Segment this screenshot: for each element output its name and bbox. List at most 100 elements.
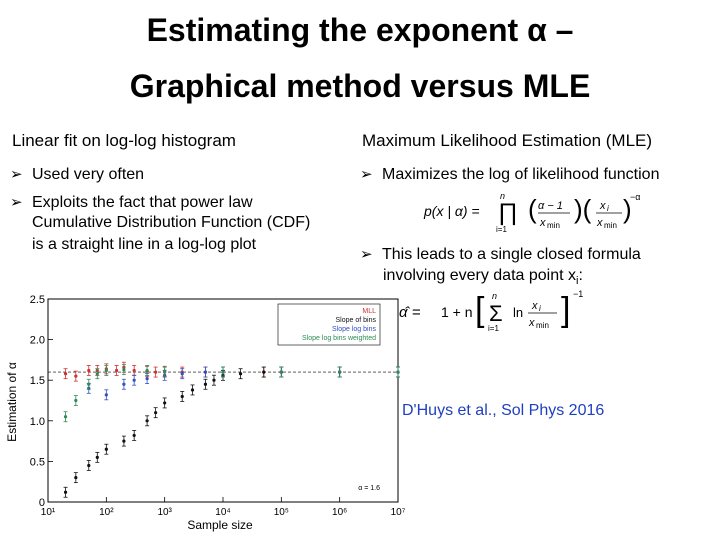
svg-text:1 + n: 1 + n	[441, 304, 473, 320]
data-point	[73, 395, 78, 406]
svg-text:): )	[623, 194, 632, 224]
data-point	[261, 366, 266, 378]
svg-text:α − 1: α − 1	[538, 200, 563, 212]
svg-text:−α: −α	[630, 192, 640, 202]
data-point	[132, 374, 137, 386]
data-point	[221, 366, 225, 378]
data-point	[86, 378, 91, 390]
y-tick-label: 2.5	[30, 294, 45, 306]
data-point	[121, 435, 126, 447]
data-point	[238, 368, 243, 380]
arrow-bullet-icon: ➢	[10, 166, 23, 183]
svg-text:i: i	[607, 204, 609, 213]
data-point	[162, 397, 167, 409]
svg-text:x: x	[528, 317, 535, 329]
x-tick-label: 10²	[99, 507, 114, 518]
data-point	[190, 384, 195, 396]
svg-text:(: (	[528, 194, 537, 224]
y-tick-label: 1.0	[30, 416, 45, 428]
legend-box	[277, 303, 381, 346]
data-point	[337, 366, 342, 378]
svg-text:x: x	[531, 300, 538, 312]
data-point	[95, 451, 100, 463]
arrow-bullet-icon: ➢	[360, 166, 373, 183]
data-point	[95, 368, 100, 380]
svg-text:n: n	[492, 291, 497, 301]
data-point	[121, 364, 126, 376]
legend-entry-slope-bins: Slope of bins	[336, 317, 377, 324]
data-point	[132, 430, 137, 441]
svg-text:x: x	[539, 217, 546, 229]
right-bullet-2-line2: involving every data point xi:	[383, 267, 583, 288]
svg-text:ln: ln	[513, 305, 523, 320]
data-point	[180, 391, 185, 402]
right-bullet-2: ➢ This leads to a single closed formula	[360, 246, 641, 263]
data-point	[121, 378, 126, 390]
x-tick-label: 10³	[157, 507, 172, 518]
x-tick-label: 10⁴	[215, 507, 230, 518]
left-bullet-2-line2: Cumulative Distribution Function (CDF)	[32, 214, 311, 231]
x-tick-label: 10⁵	[274, 507, 289, 518]
y-axis-label: Estimation of α	[5, 362, 19, 442]
svg-text:i=1: i=1	[488, 324, 499, 333]
left-bullet-2: ➢ Exploits the fact that power law	[10, 194, 253, 211]
y-tick-label: 2.0	[30, 335, 45, 347]
data-point	[153, 366, 158, 378]
left-column-heading: Linear fit on log-log histogram	[12, 131, 236, 150]
legend-entry-slope-log-bins: Slope log bins	[332, 326, 376, 333]
data-point	[73, 472, 78, 484]
svg-text:min: min	[536, 321, 549, 330]
data-point	[211, 374, 216, 386]
svg-text:α̂ =: α̂ =	[399, 304, 421, 321]
svg-text:Σ: Σ	[489, 301, 503, 326]
data-point	[145, 365, 150, 376]
data-point	[73, 370, 78, 382]
svg-text:i=1: i=1	[496, 225, 507, 234]
data-point	[104, 443, 109, 455]
slide-title-line1: Estimating the exponent α –	[146, 12, 574, 48]
data-point	[114, 365, 119, 376]
data-point	[63, 411, 68, 423]
y-tick-label: 0.5	[30, 456, 45, 468]
data-point	[145, 415, 150, 427]
data-point	[396, 366, 400, 378]
svg-text:x: x	[596, 217, 603, 229]
slide-title-line2: Graphical method versus MLE	[129, 68, 591, 104]
data-point	[162, 365, 167, 377]
svg-text:x: x	[599, 200, 606, 212]
x-axis-label: Sample size	[187, 518, 253, 532]
data-point	[104, 365, 109, 376]
left-bullet-2-line3: is a straight line in a log-log plot	[32, 236, 257, 253]
svg-text:[: [	[475, 291, 485, 329]
y-tick-label: 0	[39, 497, 45, 509]
svg-text:min: min	[547, 221, 560, 230]
svg-text:∏: ∏	[498, 199, 518, 226]
svg-text:i: i	[539, 304, 541, 313]
data-point	[104, 389, 109, 401]
svg-text:)(: )(	[574, 194, 592, 224]
x-tick-label: 10⁷	[391, 507, 405, 518]
svg-text:min: min	[604, 221, 617, 230]
data-point	[63, 486, 68, 498]
data-point	[86, 460, 91, 471]
svg-text:p(x | α) =: p(x | α) =	[423, 203, 480, 219]
reference-citation: D'Huys et al., Sol Phys 2016	[402, 402, 605, 419]
right-bullet-1: ➢ Maximizes the log of likelihood functio…	[360, 166, 660, 183]
arrow-bullet-icon: ➢	[360, 246, 373, 263]
x-tick-label: 10⁶	[332, 507, 347, 518]
legend-entry-mll: MLL	[362, 308, 376, 315]
data-point	[132, 365, 137, 376]
svg-text:n: n	[500, 191, 505, 201]
y-tick-label: 1.5	[30, 375, 45, 387]
x-tick-label: 10¹	[41, 507, 56, 518]
left-bullet-1: ➢ Used very often	[10, 166, 145, 183]
arrow-bullet-icon: ➢	[10, 194, 23, 211]
legend-entry-slope-log-bins-weighted: Slope log bins weighted	[302, 335, 376, 342]
alpha-annotation: α = 1.6	[358, 485, 380, 492]
right-column-heading: Maximum Likelihood Estimation (MLE)	[362, 131, 653, 150]
alpha-estimation-chart: 0 0.5 1.0 1.5 2.0 2.5 10¹ 10² 10³ 10⁴ 10⁵ 10⁶ 10⁷ M…	[5, 294, 405, 532]
svg-text:−1: −1	[573, 289, 583, 299]
data-point	[203, 366, 208, 378]
